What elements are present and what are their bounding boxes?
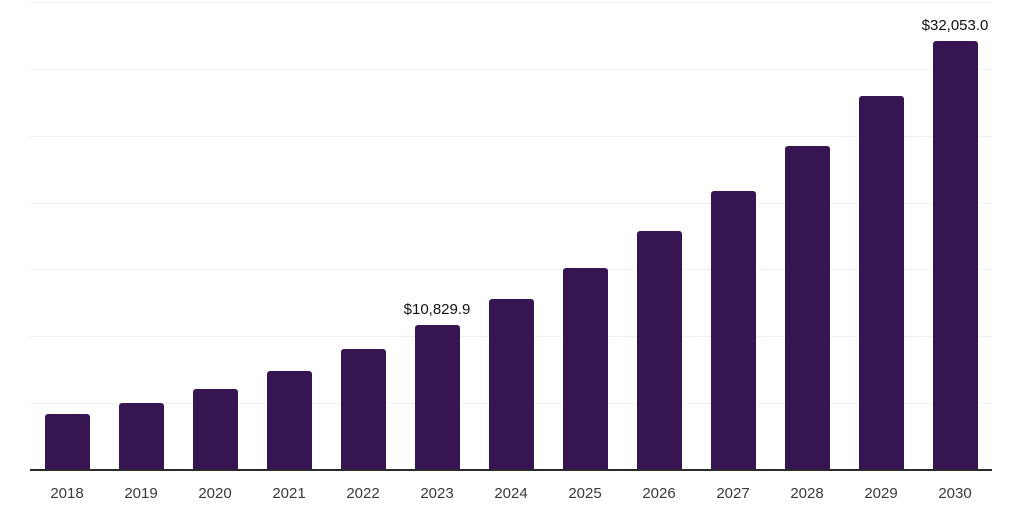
x-tick-label-2018: 2018 — [50, 485, 84, 502]
x-tick-label-2019: 2019 — [124, 485, 158, 502]
data-label-2023: $10,829.9 — [403, 301, 471, 318]
x-tick-label-2028: 2028 — [790, 485, 824, 502]
bar-2023 — [415, 325, 460, 470]
bar-2019 — [119, 403, 164, 470]
bar-2018 — [45, 414, 90, 470]
gridline-20000 — [30, 203, 992, 204]
bar-2028 — [785, 146, 830, 470]
bar-2020 — [193, 389, 238, 470]
x-tick-label-2025: 2025 — [568, 485, 602, 502]
gridline-35000 — [30, 2, 992, 3]
bar-2025 — [563, 268, 608, 470]
bar-2024 — [489, 299, 534, 470]
bar-2027 — [711, 191, 756, 470]
x-tick-label-2021: 2021 — [272, 485, 306, 502]
gridline-25000 — [30, 136, 992, 137]
x-tick-label-2030: 2030 — [938, 485, 972, 502]
x-tick-label-2023: 2023 — [420, 485, 454, 502]
x-axis-line — [30, 469, 992, 471]
x-tick-label-2026: 2026 — [642, 485, 676, 502]
x-tick-label-2020: 2020 — [198, 485, 232, 502]
x-tick-label-2022: 2022 — [346, 485, 380, 502]
bar-2029 — [859, 96, 904, 470]
x-tick-label-2029: 2029 — [864, 485, 898, 502]
bar-2030 — [933, 41, 978, 470]
gridline-30000 — [30, 69, 992, 70]
x-tick-label-2024: 2024 — [494, 485, 528, 502]
x-tick-label-2027: 2027 — [716, 485, 750, 502]
data-label-2030: $32,053.0 — [921, 17, 989, 34]
gridline-15000 — [30, 269, 992, 270]
bar-2026 — [637, 231, 682, 470]
bar-2021 — [267, 371, 312, 470]
bar-2022 — [341, 349, 386, 470]
